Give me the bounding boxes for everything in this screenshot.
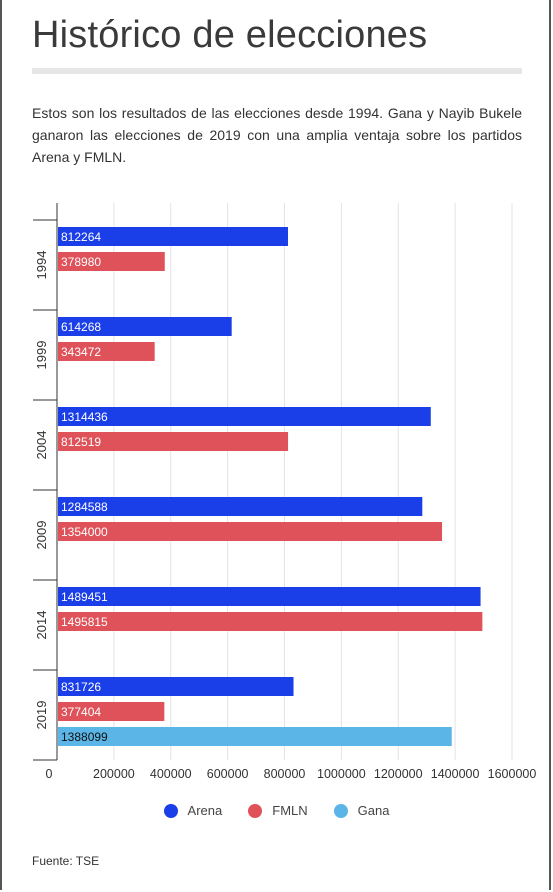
data-label: 1284588 [61, 500, 108, 514]
data-label: 1354000 [61, 525, 108, 539]
bar-fmln-2019 [58, 702, 165, 721]
bar-arena-1994 [58, 227, 288, 246]
legend-label-gana: Gana [357, 803, 390, 818]
bar-fmln-1999 [58, 342, 155, 361]
data-label: 377404 [61, 705, 101, 719]
data-label: 831726 [61, 680, 101, 694]
x-tick-label: 1400000 [431, 767, 480, 781]
x-tick-label: 800000 [264, 767, 306, 781]
legend-label-arena: Arena [187, 803, 223, 818]
data-label: 614268 [61, 320, 101, 334]
x-tick-label: 400000 [150, 767, 192, 781]
data-label: 1495815 [61, 615, 108, 629]
category-label: 2009 [34, 521, 49, 550]
x-tick-label: 600000 [207, 767, 249, 781]
x-tick-label: 1600000 [488, 767, 537, 781]
chart-legend: Arena FMLN Gana [0, 803, 553, 818]
intro-text: Estos son los resultados de las eleccion… [32, 105, 522, 165]
x-tick-label: 0 [46, 767, 53, 781]
data-label: 343472 [61, 345, 101, 359]
legend-swatch-gana [333, 803, 348, 818]
x-tick-label: 200000 [93, 767, 135, 781]
category-label: 2004 [34, 431, 49, 460]
data-label: 1489451 [61, 590, 108, 604]
bar-arena-1999 [58, 317, 232, 336]
category-label: 2014 [34, 611, 49, 640]
legend-item-fmln[interactable]: FMLN [248, 803, 308, 818]
page-title: Histórico de elecciones [32, 14, 428, 56]
category-label: 1999 [34, 341, 49, 370]
bar-fmln-2014 [58, 612, 483, 631]
bar-gana-2019 [58, 727, 452, 746]
title-divider [32, 68, 522, 74]
bar-arena-2009 [58, 497, 423, 516]
category-label: 1994 [34, 251, 49, 280]
x-tick-label: 1200000 [374, 767, 423, 781]
legend-swatch-fmln [248, 803, 263, 818]
bar-fmln-2004 [58, 432, 289, 451]
legend-label-fmln: FMLN [272, 803, 308, 818]
bar-fmln-1994 [58, 252, 165, 271]
bar-chart: 812264 378980 1994 614268 343472 1999 1314436 8… [33, 203, 537, 781]
bar-arena-2004 [58, 407, 431, 426]
bar-arena-2019 [58, 677, 294, 696]
data-label: 1314436 [61, 410, 108, 424]
category-label: 2019 [34, 701, 49, 730]
data-label: 812519 [61, 435, 101, 449]
legend-item-gana[interactable]: Gana [333, 803, 390, 818]
x-tick-label: 1000000 [317, 767, 366, 781]
data-label: 812264 [61, 230, 101, 244]
data-label: 378980 [61, 255, 101, 269]
bar-fmln-2009 [58, 522, 443, 541]
legend-swatch-arena [163, 803, 178, 818]
source-note: Fuente: TSE [32, 854, 100, 868]
legend-item-arena[interactable]: Arena [163, 803, 223, 818]
data-label: 1388099 [61, 730, 108, 744]
bar-arena-2014 [58, 587, 481, 606]
